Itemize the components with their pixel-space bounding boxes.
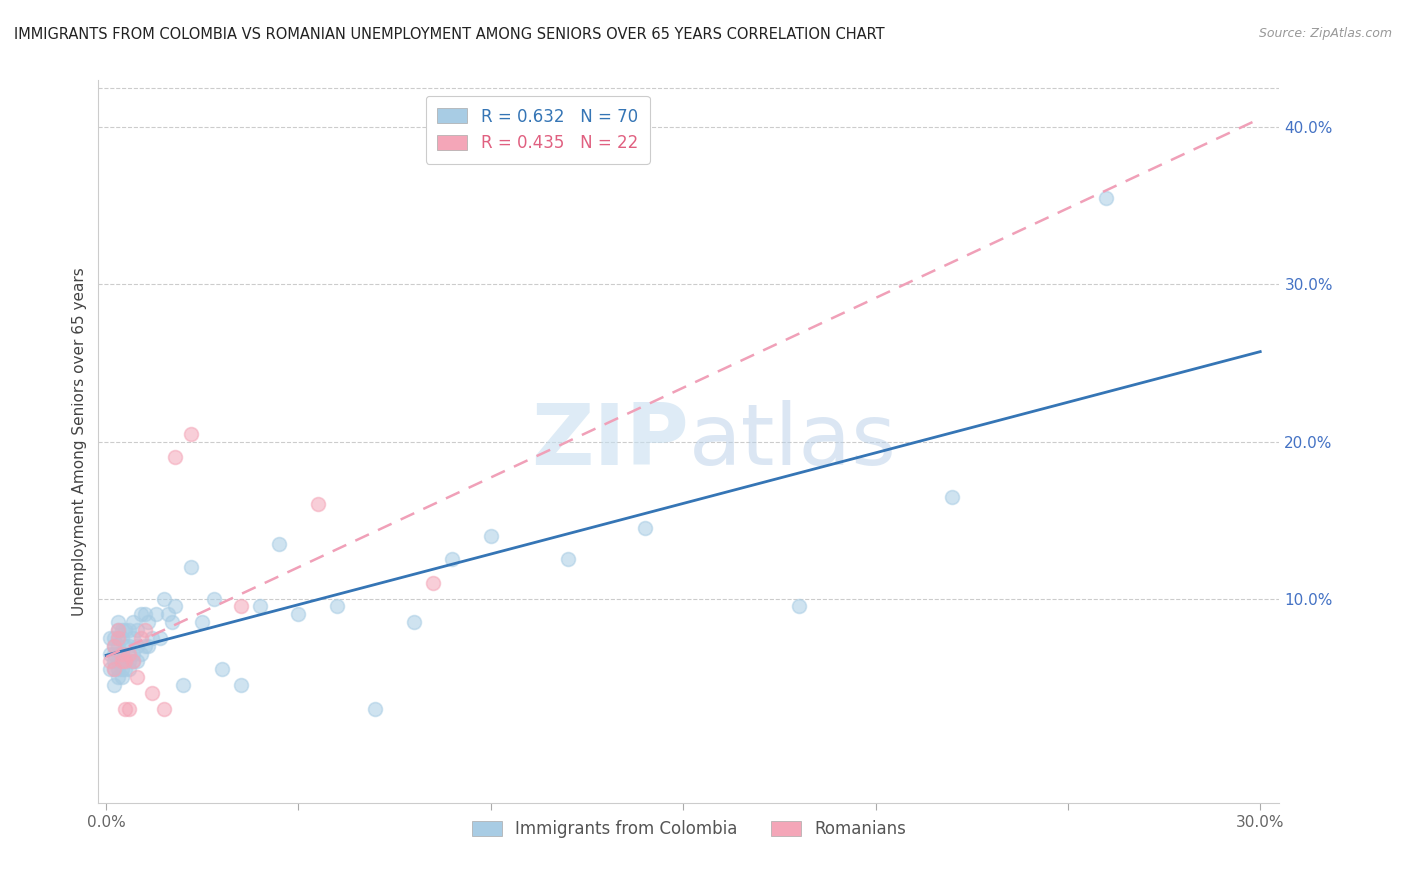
Point — [107, 623, 129, 637]
Point — [307, 497, 329, 511]
Point — [103, 647, 125, 661]
Point — [114, 639, 136, 653]
Point — [107, 639, 129, 653]
Point — [134, 623, 156, 637]
Point — [103, 639, 125, 653]
Point — [122, 647, 145, 661]
Point — [557, 552, 579, 566]
Point — [129, 607, 152, 622]
Point — [103, 655, 125, 669]
Point — [364, 701, 387, 715]
Text: Source: ZipAtlas.com: Source: ZipAtlas.com — [1258, 27, 1392, 40]
Point — [103, 631, 125, 645]
Point — [98, 631, 121, 645]
Point — [191, 615, 214, 630]
Point — [180, 426, 202, 441]
Point — [107, 647, 129, 661]
Point — [107, 615, 129, 630]
Y-axis label: Unemployment Among Seniors over 65 years: Unemployment Among Seniors over 65 years — [72, 268, 87, 615]
Point — [110, 662, 132, 676]
Point — [118, 655, 141, 669]
Point — [134, 607, 156, 622]
Point — [103, 662, 125, 676]
Point — [114, 655, 136, 669]
Point — [122, 615, 145, 630]
Point — [141, 686, 163, 700]
Point — [98, 662, 121, 676]
Point — [110, 670, 132, 684]
Point — [114, 655, 136, 669]
Point — [114, 662, 136, 676]
Point — [249, 599, 271, 614]
Point — [153, 591, 176, 606]
Point — [122, 631, 145, 645]
Point — [122, 655, 145, 669]
Point — [103, 662, 125, 676]
Point — [287, 607, 309, 622]
Point — [110, 623, 132, 637]
Point — [160, 615, 183, 630]
Point — [107, 662, 129, 676]
Point — [114, 623, 136, 637]
Point — [422, 575, 444, 590]
Point — [110, 655, 132, 669]
Point — [172, 678, 194, 692]
Point — [941, 490, 963, 504]
Point — [118, 639, 141, 653]
Point — [1095, 191, 1118, 205]
Point — [110, 647, 132, 661]
Point — [125, 623, 148, 637]
Point — [114, 701, 136, 715]
Point — [145, 607, 167, 622]
Point — [107, 631, 129, 645]
Point — [103, 678, 125, 692]
Point — [479, 529, 502, 543]
Point — [107, 655, 129, 669]
Point — [110, 647, 132, 661]
Point — [141, 631, 163, 645]
Point — [122, 655, 145, 669]
Point — [153, 701, 176, 715]
Point — [118, 647, 141, 661]
Point — [211, 662, 233, 676]
Point — [98, 647, 121, 661]
Point — [107, 623, 129, 637]
Point — [149, 631, 172, 645]
Point — [118, 662, 141, 676]
Point — [229, 678, 252, 692]
Point — [180, 560, 202, 574]
Point — [634, 521, 657, 535]
Point — [134, 639, 156, 653]
Point — [125, 670, 148, 684]
Point — [129, 631, 152, 645]
Legend: Immigrants from Colombia, Romanians: Immigrants from Colombia, Romanians — [465, 814, 912, 845]
Point — [110, 655, 132, 669]
Point — [138, 639, 160, 653]
Point — [125, 639, 148, 653]
Point — [165, 599, 187, 614]
Text: ZIP: ZIP — [531, 400, 689, 483]
Point — [110, 631, 132, 645]
Point — [107, 631, 129, 645]
Point — [118, 701, 141, 715]
Point — [156, 607, 179, 622]
Point — [165, 450, 187, 465]
Point — [269, 536, 291, 550]
Point — [229, 599, 252, 614]
Point — [129, 647, 152, 661]
Point — [326, 599, 349, 614]
Point — [787, 599, 810, 614]
Point — [103, 639, 125, 653]
Point — [107, 670, 129, 684]
Text: IMMIGRANTS FROM COLOMBIA VS ROMANIAN UNEMPLOYMENT AMONG SENIORS OVER 65 YEARS CO: IMMIGRANTS FROM COLOMBIA VS ROMANIAN UNE… — [14, 27, 884, 42]
Point — [98, 655, 121, 669]
Text: atlas: atlas — [689, 400, 897, 483]
Point — [202, 591, 225, 606]
Point — [125, 655, 148, 669]
Point — [138, 615, 160, 630]
Point — [441, 552, 464, 566]
Point — [402, 615, 425, 630]
Point — [118, 623, 141, 637]
